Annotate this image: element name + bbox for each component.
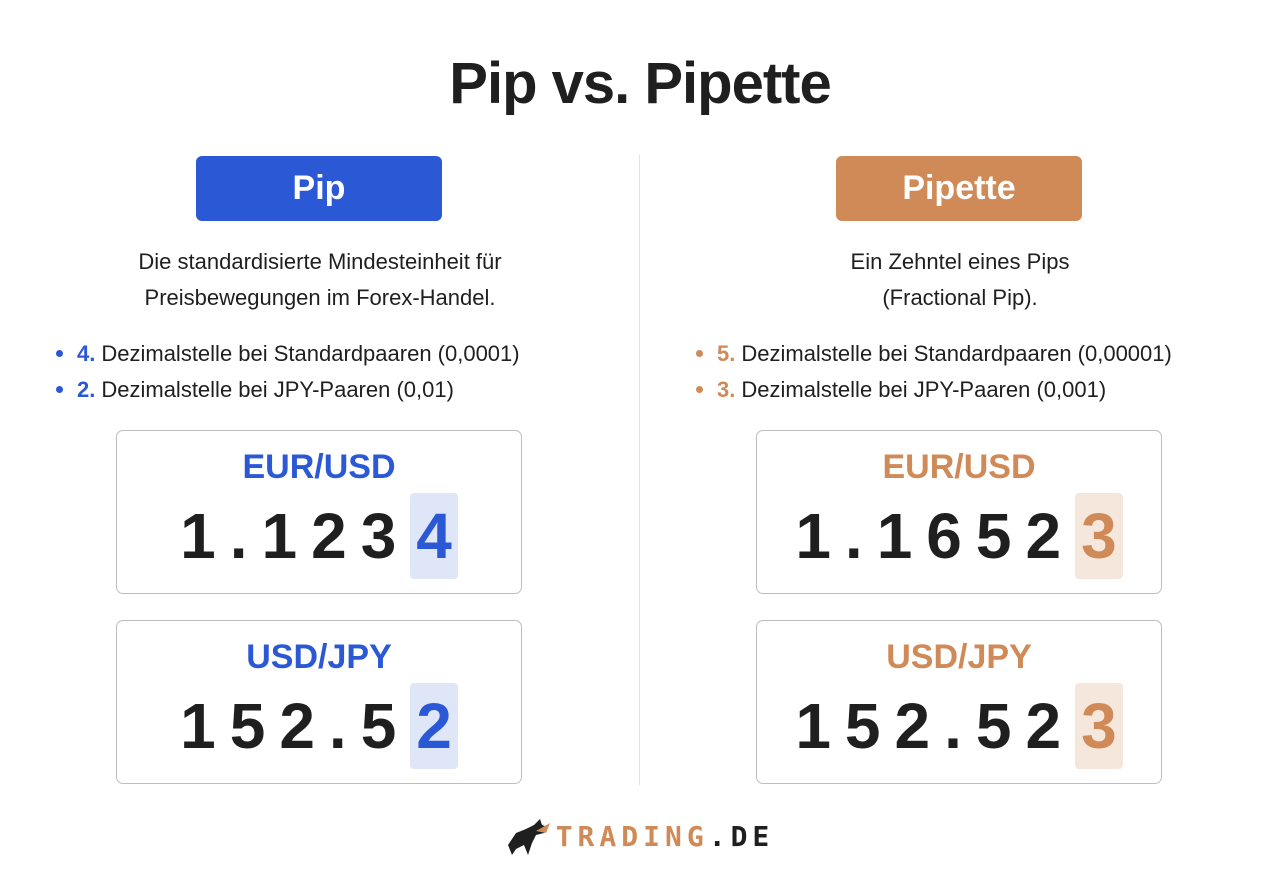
description: Die standardisierte Mindesteinheit für Pr… [0,244,640,316]
currency-pair: EUR/USD [242,448,396,486]
highlight-digit: 4 [410,493,458,579]
bullet-dot [56,349,63,357]
quote-box: USD/JPY 152.523 [756,620,1162,784]
bullet: 4. Dezimalstelle bei Standardpaaren (0,00… [56,336,520,372]
logo: TRADING.DE [0,815,1280,857]
bullet: 3. Dezimalstelle bei JPY-Paaren (0,001) [696,372,1172,408]
bullet-number: 2. [77,377,96,402]
bullet-number: 3. [717,377,736,402]
description: Ein Zehntel eines Pips (Fractional Pip). [640,244,1280,316]
bullet: 2. Dezimalstelle bei JPY-Paaren (0,01) [56,372,520,408]
bullet-number: 5. [717,341,736,366]
description-line: Die standardisierte Mindesteinheit für [138,249,502,274]
badge: Pip [196,156,442,221]
bullet-dot [696,385,703,393]
currency-pair: EUR/USD [882,448,1036,486]
currency-pair: USD/JPY [246,638,392,676]
price-digits: 152.52 [795,690,1076,762]
logo-name: TRADING [555,819,709,853]
title: Pip vs. Pipette [449,51,831,116]
currency-pair: USD/JPY [886,638,1032,676]
badge: Pipette [836,156,1082,221]
highlight-digit: 2 [410,683,458,769]
bullet-dot [696,349,703,357]
logo-text: TRADING.DE [556,820,775,853]
bullet-list: 5. Dezimalstelle bei Standardpaaren (0,00… [696,336,1172,408]
price: 152.523 [757,683,1161,769]
quote-box: USD/JPY 152.52 [116,620,522,784]
price-digits: 152.5 [180,690,411,762]
bullet-dot [56,385,63,393]
divider [639,155,640,785]
description-line: Preisbewegungen im Forex-Handel. [144,285,496,310]
bullet-text: Dezimalstelle bei Standardpaaren (0,0000… [741,341,1172,366]
quote-box: EUR/USD 1.1234 [116,430,522,594]
price: 1.16523 [757,493,1161,579]
bullet-number: 4. [77,341,96,366]
bullet-text: Dezimalstelle bei JPY-Paaren (0,001) [741,377,1107,402]
price-digits: 1.123 [180,500,411,572]
quote-box: EUR/USD 1.16523 [756,430,1162,594]
price: 1.1234 [117,493,521,579]
bullet: 5. Dezimalstelle bei Standardpaaren (0,00… [696,336,1172,372]
highlight-digit: 3 [1075,683,1123,769]
highlight-digit: 3 [1075,493,1123,579]
description-line: Ein Zehntel eines Pips [850,249,1070,274]
description-line: (Fractional Pip). [882,285,1038,310]
price-digits: 1.1652 [795,500,1076,572]
logo-suffix: .DE [708,819,775,853]
bullet-text: Dezimalstelle bei JPY-Paaren (0,01) [101,377,454,402]
bullet-text: Dezimalstelle bei Standardpaaren (0,0001… [101,341,520,366]
logo-icon [507,819,550,855]
column: Pipette Ein Zehntel eines Pips (Fractional… [640,0,1280,885]
price: 152.52 [117,683,521,769]
bullet-list: 4. Dezimalstelle bei Standardpaaren (0,00… [56,336,520,408]
column: Pip Die standardisierte Mindesteinheit fü… [0,156,640,784]
